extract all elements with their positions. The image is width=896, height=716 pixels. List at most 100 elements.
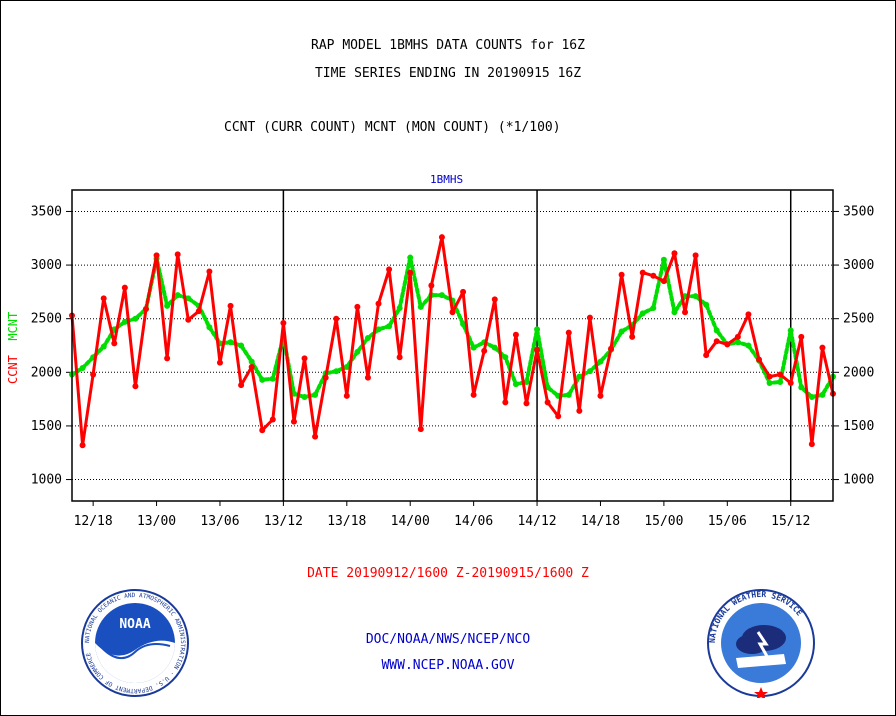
mcnt-point [565,391,572,398]
x-tick-label: 13/06 [200,514,239,529]
ccnt-point [734,333,741,340]
ccnt-point [523,400,530,407]
ccnt-point [248,363,255,370]
mcnt-point [808,393,815,400]
ccnt-point [280,319,287,326]
ccnt-point [502,399,509,406]
mcnt-point [375,326,382,333]
mcnt-point [333,368,340,375]
ccnt-series [69,234,836,449]
ccnt-point [724,341,731,348]
mcnt-point [703,301,710,308]
mcnt-point [745,342,752,349]
ccnt-point [111,340,118,347]
mcnt-point [132,315,139,322]
mcnt-point [586,368,593,375]
ccnt-point [164,355,171,362]
mcnt-point [512,381,519,388]
y-tick-label-left: 2500 [31,312,62,327]
ccnt-point [195,308,202,315]
ccnt-point [375,300,382,307]
mcnt-point [227,339,234,346]
mcnt-point [618,328,625,335]
mcnt-point [576,373,583,380]
ccnt-point [703,352,710,359]
y-tick-label-right: 3000 [843,258,874,273]
ccnt-point [713,338,720,345]
ccnt-point [132,383,139,390]
mcnt-point [259,376,266,383]
ccnt-point [312,433,319,440]
ccnt-point [544,399,551,406]
x-tick-label: 12/18 [74,514,113,529]
mcnt-point [660,256,667,263]
mcnt-point [396,304,403,311]
ccnt-point [787,380,794,387]
panel-label: 1BMHS [430,173,464,186]
credit-line-1: DOC/NOAA/NWS/NCEP/NCO [365,632,531,647]
noaa-logo: NOAA NATIONAL OCEANIC AND ATMOSPHERIC AD… [81,589,189,697]
chart-subtitle-time-series: TIME SERIES ENDING IN 20190915 16Z [314,66,582,81]
y-tick-label-left: 3000 [31,258,62,273]
mcnt-point [248,358,255,365]
mcnt-point [523,378,530,385]
ccnt-point [777,371,784,378]
ccnt-point [470,391,477,398]
mcnt-point [438,292,445,299]
ccnt-point [819,344,826,351]
mcnt-point [301,393,308,400]
ccnt-point [438,234,445,241]
mcnt-point [312,391,319,398]
ccnt-point [259,427,266,434]
ccnt-point [386,266,393,273]
ccnt-point [174,251,181,258]
mcnt-series [69,254,836,400]
ccnt-point [808,441,815,448]
ccnt-point [565,329,572,336]
mcnt-point [734,339,741,346]
y-tick-labels: 1000 1000 1500 1500 2000 2000 2500 2500 3000 3000… [31,204,875,487]
ccnt-point [756,356,763,363]
x-tick-label: 14/06 [454,514,493,529]
ccnt-point [290,418,297,425]
ccnt-point [692,252,699,259]
ccnt-point [100,295,107,302]
ccnt-point [206,268,213,275]
ccnt-point [576,407,583,414]
ccnt-point [682,309,689,316]
mcnt-line [70,255,835,399]
ccnt-point [460,288,467,295]
y-tick-label-right: 1000 [843,473,874,488]
ccnt-point [364,374,371,381]
mcnt-point [766,380,773,387]
mcnt-point [650,304,657,311]
mcnt-point [174,292,181,299]
mcnt-point [354,348,361,355]
mcnt-point [470,344,477,351]
mcnt-point [798,384,805,391]
mcnt-point [164,302,171,309]
x-tick-label: 13/00 [137,514,176,529]
mcnt-point [692,293,699,300]
x-tick-label: 15/06 [708,514,747,529]
y-tick-label-right: 1500 [843,419,874,434]
y-tick-label-left: 3500 [31,204,62,219]
ccnt-point [650,272,657,279]
mcnt-point [364,334,371,341]
mcnt-point [269,375,276,382]
ccnt-point [407,269,414,276]
y-tick-label-right: 3500 [843,204,874,219]
ccnt-point [671,250,678,257]
ccnt-point [597,392,604,399]
ccnt-point [660,278,667,285]
mcnt-point [407,254,414,261]
mcnt-point [343,363,350,370]
ccnt-point [618,271,625,278]
mcnt-point [713,327,720,334]
ccnt-point [79,442,86,449]
ccnt-point [766,373,773,380]
ccnt-point [417,426,424,433]
ccnt-point [639,269,646,276]
ccnt-point [185,316,192,323]
